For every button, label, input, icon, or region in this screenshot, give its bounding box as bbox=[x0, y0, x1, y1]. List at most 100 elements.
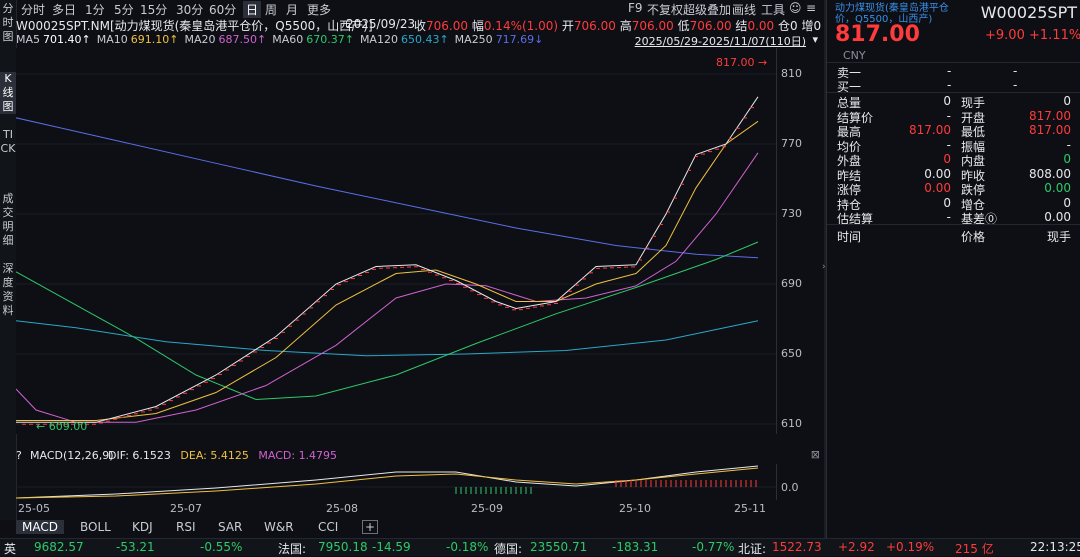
quote-label-0-b: 现手 bbox=[961, 96, 986, 110]
period-tab-7[interactable]: 日 bbox=[243, 1, 262, 18]
high-value: 706.00 bbox=[631, 19, 674, 33]
tool-button-5[interactable]: ☺ bbox=[789, 1, 802, 15]
ticker-amount: 215 亿 bbox=[955, 542, 994, 556]
open-label: 开 bbox=[561, 19, 574, 33]
ma-value-0: 701.40↑ bbox=[43, 33, 91, 46]
quote-label-5-b: 昨收 bbox=[961, 168, 986, 183]
close-label: 收 bbox=[414, 19, 427, 33]
quote-code: W00025SPT bbox=[980, 3, 1077, 22]
dea-value: 5.4125 bbox=[210, 449, 249, 462]
macd-close-icon[interactable]: ⊠ bbox=[810, 448, 820, 461]
sidebar-tab-4[interactable]: 深度资料 bbox=[2, 262, 14, 317]
period-tab-8[interactable]: 周 bbox=[265, 3, 278, 17]
period-tab-0[interactable]: 分时 bbox=[21, 3, 46, 17]
ticker-name-1[interactable]: 法国: bbox=[278, 542, 307, 556]
ticker-pct-3: +0.19% bbox=[886, 540, 935, 554]
increase-value: 0 bbox=[813, 19, 822, 33]
quote-value-1-a: - bbox=[946, 108, 951, 123]
panel-collapse-handle[interactable]: › bbox=[822, 0, 826, 538]
tool-button-3[interactable]: 画线 bbox=[732, 3, 757, 17]
ticker-name-0[interactable]: 英 bbox=[4, 542, 17, 556]
ma-value-4: 650.43↑ bbox=[400, 33, 449, 46]
indicator-tab-5[interactable]: W&R bbox=[264, 520, 294, 534]
indicator-tab-4[interactable]: SAR bbox=[218, 520, 243, 534]
ticker-value-3: 1522.73 bbox=[772, 540, 822, 554]
ma-value-5: 717.69↓ bbox=[495, 33, 544, 46]
macd-help-icon[interactable]: ? bbox=[16, 449, 22, 462]
ticker-name-2[interactable]: 德国: bbox=[494, 542, 523, 556]
indicator-tab-0[interactable]: MACD bbox=[16, 520, 64, 534]
sidebar-tab-1[interactable]: K线图 bbox=[0, 72, 16, 114]
high-tag: 817.00 → bbox=[716, 56, 767, 69]
ticker-value-2: 23550.71 bbox=[530, 540, 588, 554]
period-tab-3[interactable]: 5分 bbox=[114, 3, 134, 17]
sidebar-tab-2[interactable]: TICK bbox=[0, 128, 16, 155]
period-tab-5[interactable]: 30分 bbox=[176, 3, 204, 17]
dif-value: 6.1523 bbox=[132, 449, 171, 462]
indicator-tab-6[interactable]: CCI bbox=[318, 520, 339, 534]
date-label: 2025/09/23 bbox=[346, 17, 416, 31]
sell1-price: - bbox=[947, 64, 952, 78]
ma-label-3: MA60 bbox=[272, 33, 304, 46]
quote-value-4-a: 0 bbox=[943, 152, 951, 166]
date-tick-2: 25-08 bbox=[326, 502, 358, 515]
ticker-change-3: +2.92 bbox=[838, 540, 875, 554]
period-toolbar: 分时 多日 1分 5分 15分 30分 60分日周月更多 F9 不复权 超级叠加 画线 工具 ☺ ≡ bbox=[16, 0, 824, 18]
sidebar-tab-3[interactable]: 成交明细 bbox=[2, 192, 14, 247]
quote-value-1-b: 817.00 bbox=[1029, 108, 1071, 123]
ticker-change-1: -14.59 bbox=[372, 540, 411, 554]
change-label: 幅 bbox=[471, 19, 484, 33]
tool-button-1[interactable]: 不复权 bbox=[647, 3, 684, 17]
tool-button-6[interactable]: ≡ bbox=[806, 1, 817, 15]
date-range-dropdown-icon[interactable]: ▾ bbox=[812, 33, 818, 46]
sell1-volume: - bbox=[1013, 64, 1018, 78]
indicator-tab-3[interactable]: RSI bbox=[176, 520, 196, 534]
quote-label-8-b: 基差⓪ bbox=[961, 212, 998, 226]
ticker-name-3[interactable]: 北证: bbox=[738, 542, 767, 556]
quote-label-2-a: 最高 bbox=[837, 125, 862, 139]
indicator-tab-7[interactable]: + bbox=[362, 520, 379, 534]
quote-value-8-b: 0.00 bbox=[1044, 210, 1071, 224]
dea-label: DEA: bbox=[180, 449, 207, 462]
period-tab-1[interactable]: 多日 bbox=[52, 3, 77, 17]
ma20-line bbox=[16, 152, 759, 423]
trades-time-header: 时间 bbox=[837, 230, 862, 244]
macd-chart[interactable] bbox=[16, 464, 776, 500]
quote-label-3-b: 振幅 bbox=[961, 139, 986, 154]
period-tab-10[interactable]: 更多 bbox=[307, 3, 332, 17]
quote-label-0-a: 总量 bbox=[837, 96, 862, 110]
quote-row-3: 均价 - 振幅 - bbox=[837, 137, 1077, 154]
ma-label-0: MA5 bbox=[16, 33, 41, 46]
low-value: 706.00 bbox=[689, 19, 732, 33]
quote-pct: +1.11% bbox=[1029, 28, 1080, 43]
quote-row-0: 总量 0 现手 0 bbox=[837, 94, 1077, 110]
quote-price: 817.00 bbox=[835, 22, 920, 47]
kline-chart[interactable]: 817.00 → ← 609.00 bbox=[16, 48, 776, 434]
quote-row-4: 外盘 0 内盘 0 bbox=[837, 152, 1077, 168]
collapse-arrow-icon[interactable]: › bbox=[822, 262, 826, 272]
ma10-line bbox=[16, 120, 759, 421]
date-range[interactable]: 2025/05/29-2025/11/07(110日) bbox=[634, 35, 806, 48]
tool-button-4[interactable]: 工具 bbox=[761, 3, 786, 17]
increase-label: 增 bbox=[801, 19, 814, 33]
ticker-pct-0: -0.55% bbox=[200, 540, 243, 554]
quote-value-2-b: 817.00 bbox=[1029, 123, 1071, 137]
period-tab-2[interactable]: 1分 bbox=[85, 3, 105, 17]
quote-value-3-b: - bbox=[1066, 137, 1071, 152]
indicator-tab-2[interactable]: KDJ bbox=[132, 520, 153, 534]
indicator-tab-1[interactable]: BOLL bbox=[80, 520, 111, 534]
trades-volume-header: 现手 bbox=[1046, 230, 1071, 244]
tool-button-0[interactable]: F9 bbox=[628, 1, 643, 15]
period-tab-6[interactable]: 60分 bbox=[209, 3, 237, 17]
position-value: 0 bbox=[790, 19, 798, 33]
period-tab-4[interactable]: 15分 bbox=[140, 3, 168, 17]
sidebar-tab-0[interactable]: 分时图 bbox=[2, 2, 14, 43]
price-tick-1: 770 bbox=[781, 137, 802, 150]
position-label: 仓 bbox=[777, 19, 790, 33]
period-tab-9[interactable]: 月 bbox=[286, 3, 299, 17]
tool-button-2[interactable]: 超级叠加 bbox=[683, 3, 732, 17]
price-axis: 810 770 730 690 650 610 bbox=[776, 48, 825, 434]
clock: 22:13:25 bbox=[1030, 540, 1080, 554]
quote-label-6-b: 跌停 bbox=[961, 183, 986, 197]
close-value: 706.00 bbox=[426, 19, 469, 33]
